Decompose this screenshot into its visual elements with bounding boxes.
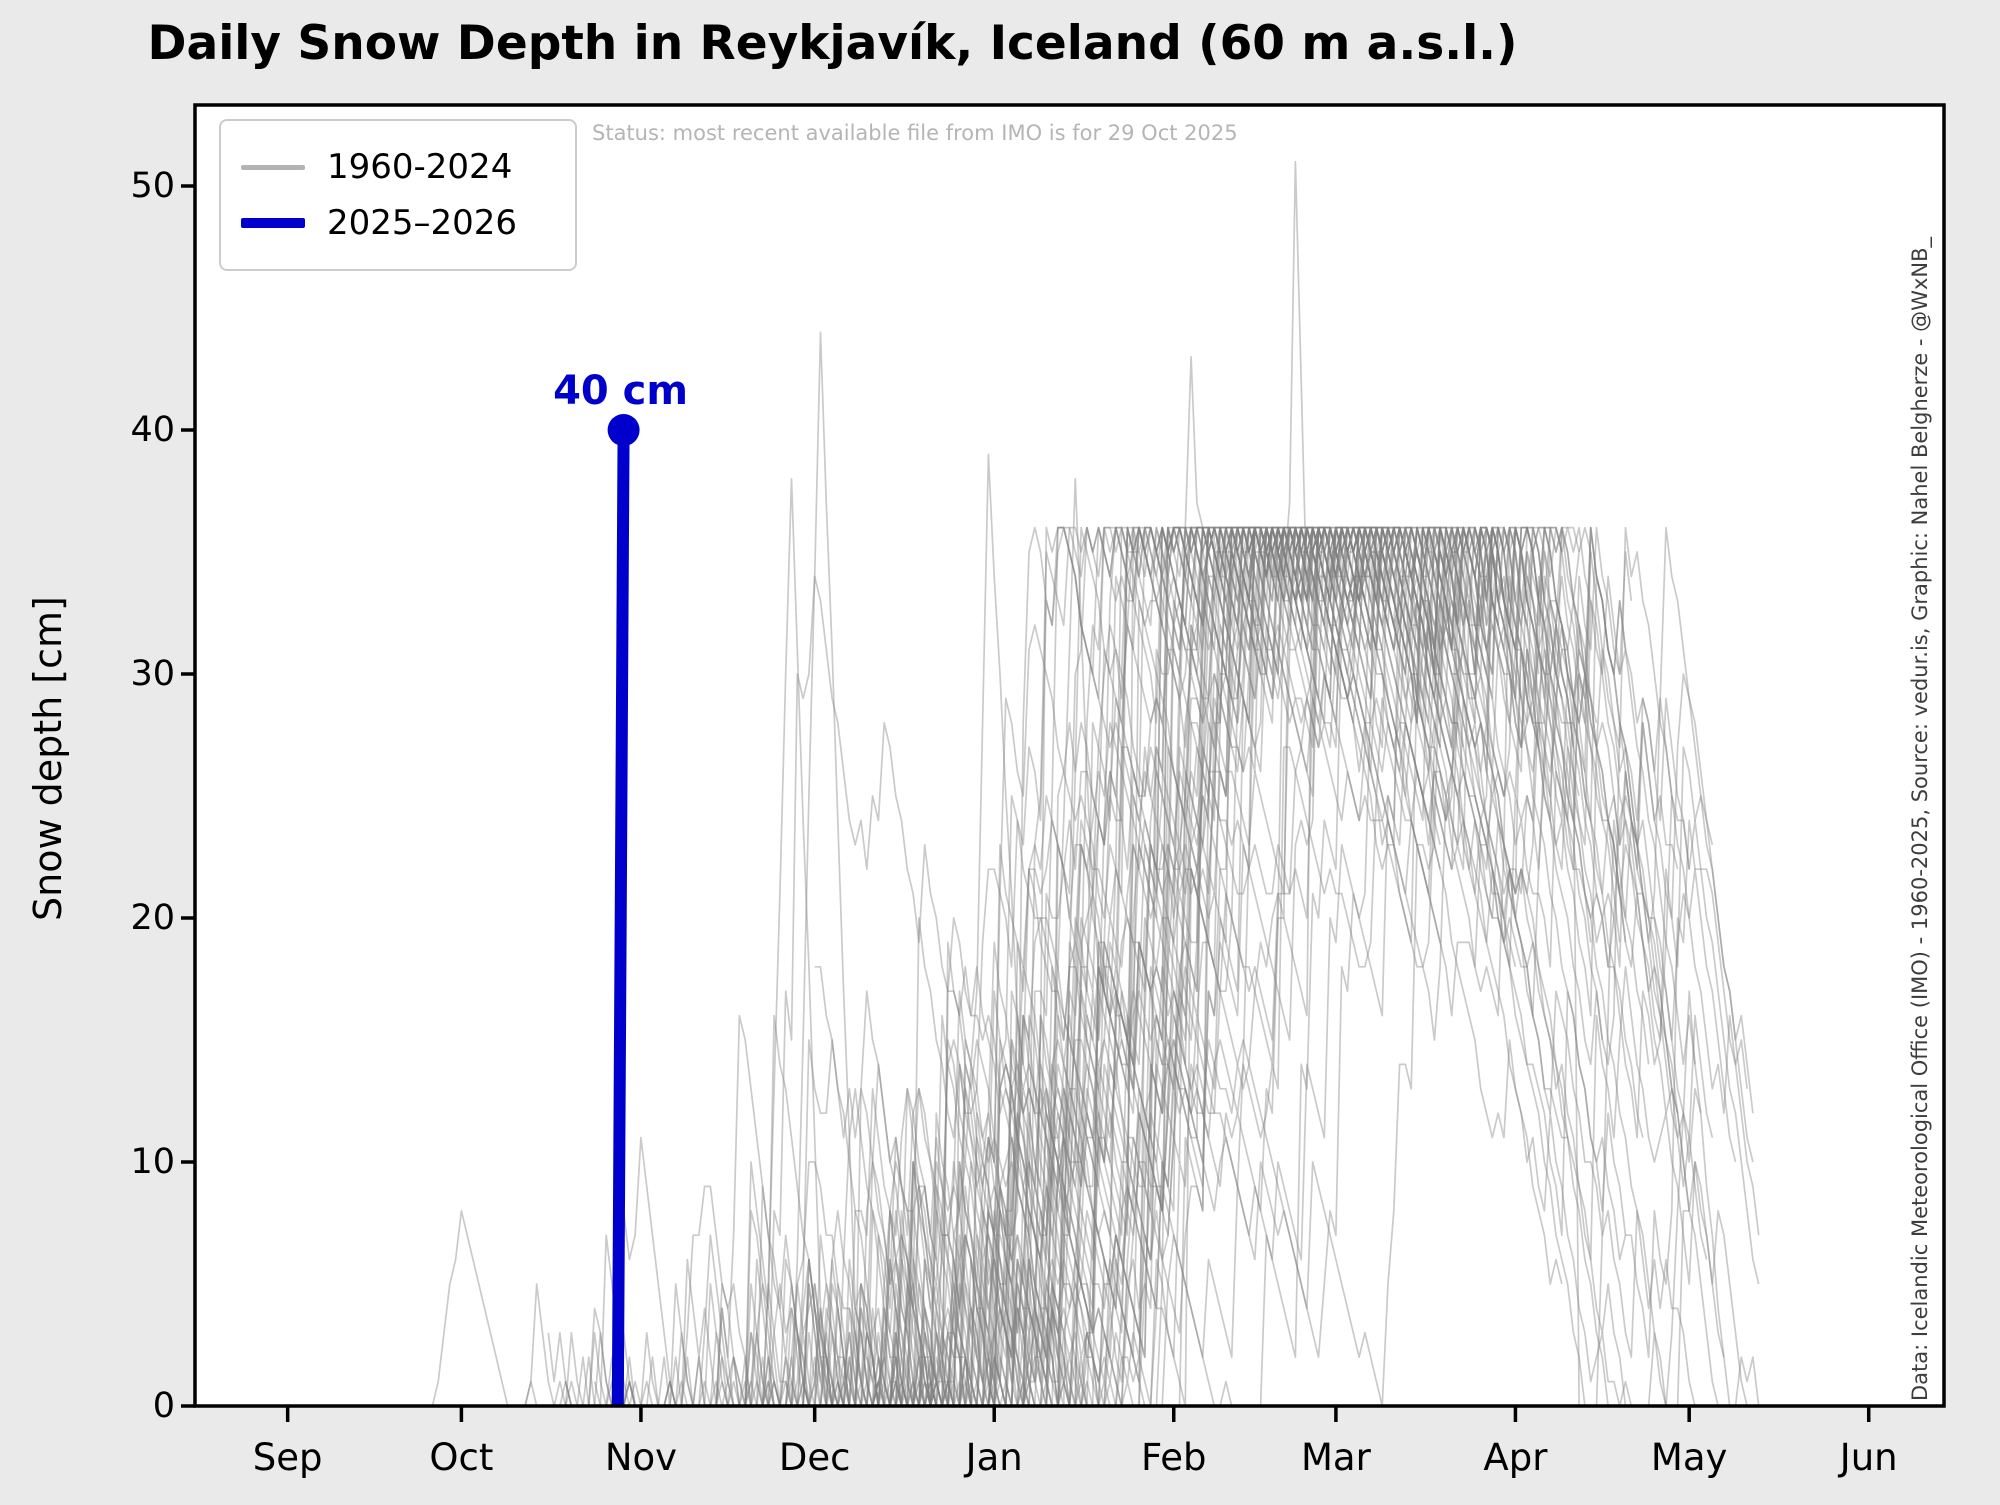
y-tick-30: 30: [130, 654, 175, 694]
y-axis-label: Snow depth [cm]: [26, 596, 70, 921]
legend-label-0: 1960-2024: [327, 147, 513, 187]
legend-swatch-1: [241, 218, 305, 228]
x-tick-jun: Jun: [1839, 1436, 1898, 1479]
x-tick-apr: Apr: [1483, 1436, 1548, 1479]
y-tick-40: 40: [130, 410, 175, 450]
chart-title: Daily Snow Depth in Reykjavík, Iceland (…: [147, 16, 1518, 71]
x-tick-dec: Dec: [778, 1436, 851, 1479]
legend-label-1: 2025–2026: [327, 203, 518, 243]
peak-annotation: 40 cm: [553, 368, 689, 414]
y-tick-10: 10: [130, 1142, 175, 1182]
legend-item-0: 1960-2024: [241, 139, 555, 195]
attribution-text: Data: Icelandic Meteorological Office (I…: [1908, 237, 1932, 1401]
legend-item-1: 2025–2026: [241, 195, 555, 251]
x-tick-oct: Oct: [429, 1436, 494, 1479]
x-tick-jan: Jan: [965, 1436, 1023, 1479]
x-tick-mar: Mar: [1300, 1436, 1371, 1479]
x-tick-may: May: [1650, 1436, 1728, 1479]
y-tick-0: 0: [152, 1386, 175, 1426]
y-tick-20: 20: [130, 898, 175, 938]
x-tick-sep: Sep: [252, 1436, 323, 1479]
plot-area: [195, 105, 1944, 1406]
x-tick-nov: Nov: [604, 1436, 678, 1479]
legend-box: 1960-2024 2025–2026: [219, 119, 577, 271]
x-tick-feb: Feb: [1140, 1436, 1207, 1479]
status-note: Status: most recent available file from …: [592, 121, 1238, 145]
legend-swatch-0: [241, 164, 305, 170]
y-tick-50: 50: [130, 166, 175, 206]
